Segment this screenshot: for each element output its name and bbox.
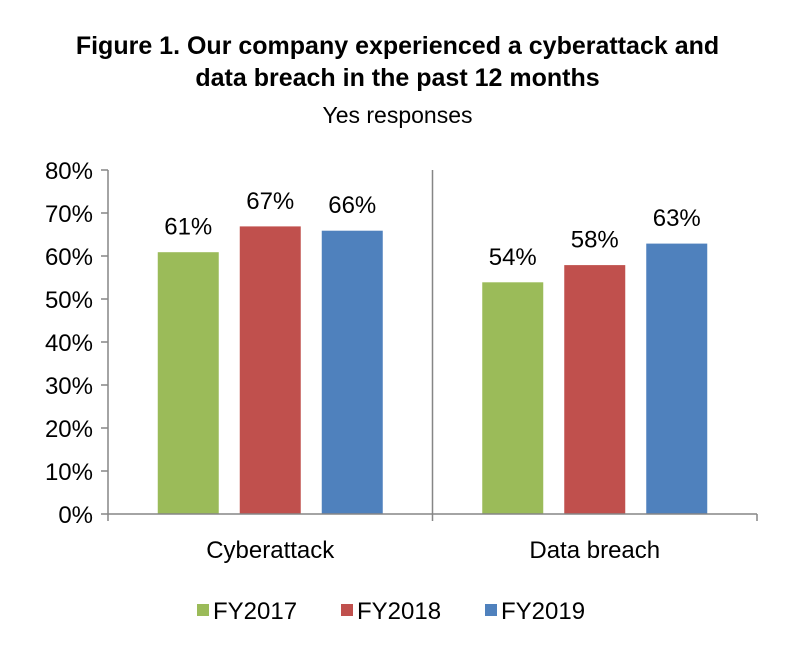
legend-swatch-fy2018 [341, 604, 353, 616]
bar-fy2017-cyberattack [156, 251, 220, 515]
data-label: 58% [571, 227, 619, 254]
data-label: 66% [328, 192, 376, 219]
y-tick-label: 10% [45, 459, 93, 486]
bar-fy2017-data-breach [481, 281, 545, 515]
x-category-label: Cyberattack [206, 537, 335, 564]
bar-fy2018-cyberattack [238, 225, 302, 515]
y-tick-label: 70% [45, 201, 93, 228]
chart-title: Figure 1. Our company experienced a cybe… [0, 30, 795, 94]
chart-subtitle: Yes responses [322, 102, 473, 128]
bar-fy2018-data-breach [563, 264, 627, 515]
data-label: 63% [653, 205, 701, 232]
y-tick-label: 50% [45, 287, 93, 314]
y-tick-label: 60% [45, 244, 93, 271]
bar-fy2019-cyberattack [320, 229, 384, 515]
y-tick-label: 40% [45, 330, 93, 357]
y-tick-label: 30% [45, 373, 93, 400]
data-label: 61% [164, 214, 212, 241]
legend-swatch-fy2017 [197, 604, 209, 616]
legend-label-fy2019: FY2019 [501, 598, 585, 625]
x-category-label: Data breach [529, 537, 660, 564]
y-tick-label: 0% [58, 502, 93, 529]
y-tick-label: 20% [45, 416, 93, 443]
legend-label-fy2017: FY2017 [213, 598, 297, 625]
bar-fy2019-data-breach [645, 242, 709, 515]
legend-label-fy2018: FY2018 [357, 598, 441, 625]
chart-title-line-2: data breach in the past 12 months [195, 64, 600, 92]
legend-swatch-fy2019 [485, 604, 497, 616]
chart-title-line-1: Figure 1. Our company experienced a cybe… [75, 32, 720, 60]
data-label: 54% [489, 244, 537, 271]
data-label: 67% [246, 188, 294, 215]
y-tick-label: 80% [45, 158, 93, 185]
